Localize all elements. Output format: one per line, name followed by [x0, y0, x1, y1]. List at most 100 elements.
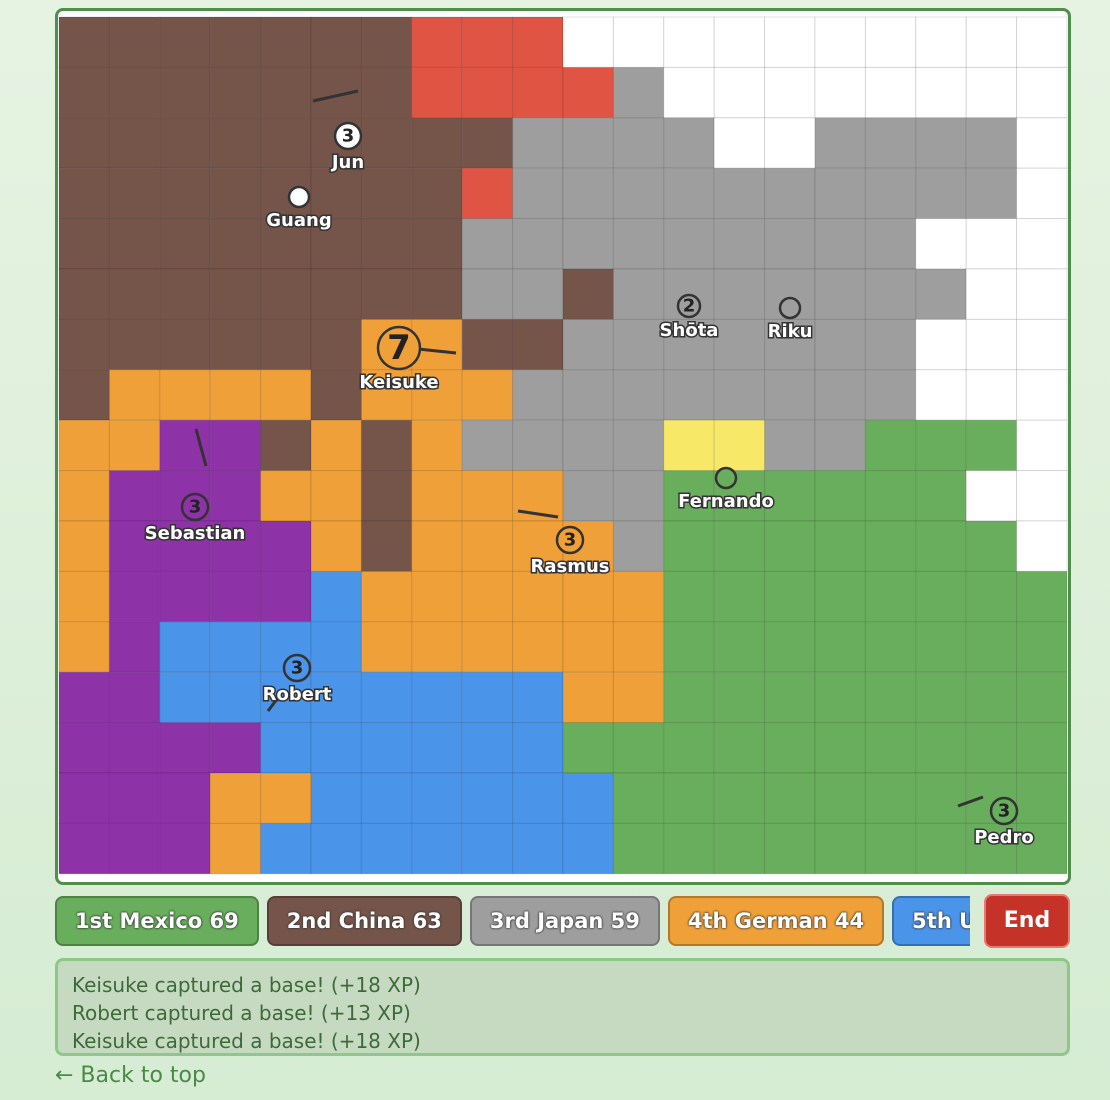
territory-cell [764, 722, 816, 774]
territory-cell [461, 772, 514, 824]
territory-cell [864, 470, 917, 522]
territory-cell [461, 722, 514, 774]
territory-cell [209, 16, 262, 68]
territory-cell [461, 167, 514, 220]
territory-cell [411, 772, 463, 824]
territory-cell [159, 318, 211, 371]
territory-cell [663, 369, 715, 421]
territory-cell [814, 772, 866, 824]
territory-cell [1016, 167, 1068, 220]
territory-cell [411, 520, 463, 572]
territory-cell [58, 66, 110, 119]
territory-cell [108, 369, 161, 421]
territory-cell [461, 570, 514, 623]
territory-cell [512, 722, 564, 774]
territory-cell [512, 621, 564, 673]
territory-cell [310, 16, 362, 68]
weapon-icon [312, 89, 359, 103]
territory-cell [411, 570, 463, 623]
territory-cell [108, 218, 161, 270]
territory-cell [58, 822, 110, 875]
territory-cell [461, 671, 514, 724]
territory-cell [864, 117, 917, 169]
end-button[interactable]: End [984, 894, 1070, 948]
territory-cell [713, 16, 766, 68]
territory-cell [663, 419, 715, 472]
territory-cell [1016, 772, 1068, 824]
territory-cell [612, 318, 665, 371]
territory-cell [965, 318, 1018, 371]
territory-cell [310, 621, 362, 673]
territory-cell [663, 621, 715, 673]
territory-cell [764, 570, 816, 623]
territory-cell [209, 570, 262, 623]
territory-cell [562, 419, 614, 472]
territory-cell [411, 66, 463, 119]
territory-cell [612, 772, 665, 824]
territory-cell [713, 570, 766, 623]
territory-cell [58, 318, 110, 371]
territory-cell [108, 470, 161, 522]
territory-cell [159, 218, 211, 270]
territory-cell [713, 520, 766, 572]
territory-cell [612, 218, 665, 270]
player-name: Fernando [678, 491, 774, 512]
territory-cell [1016, 268, 1068, 320]
territory-cell [512, 167, 564, 220]
territory-cell [915, 772, 967, 824]
territory-cell [612, 66, 665, 119]
territory-cell [209, 822, 262, 875]
territory-cell [360, 16, 413, 68]
territory-cell [612, 621, 665, 673]
territory-cell [663, 722, 715, 774]
territory-cell [58, 470, 110, 522]
territory-cell [310, 822, 362, 875]
back-link[interactable]: ← Back to top [55, 1063, 206, 1088]
weapon-icon [266, 690, 285, 712]
territory-cell [965, 218, 1018, 270]
territory-cell [108, 722, 161, 774]
territory-cell [310, 772, 362, 824]
territory-cell [814, 419, 866, 472]
game-board: 3 Jun Guang 7 Keisuke 2 Shōta Riku 3 Sebastian Fer… [55, 8, 1071, 885]
territory-cell [461, 369, 514, 421]
territory-cell [108, 822, 161, 875]
territory-cell [814, 722, 866, 774]
player-name: Robert [263, 684, 332, 705]
territory-cell [663, 570, 715, 623]
territory-cell [108, 570, 161, 623]
territory-cell [713, 268, 766, 320]
territory-cell [562, 772, 614, 824]
territory-cell [58, 570, 110, 623]
territory-cell [713, 318, 766, 371]
territory-cell [360, 419, 413, 472]
player-name: Jun [330, 152, 364, 173]
player-name: Riku [768, 321, 813, 342]
territory-cell [764, 66, 816, 119]
territory-cell [159, 16, 211, 68]
territory-cell [260, 16, 312, 68]
territory-cell [612, 470, 665, 522]
player-level: 3 [291, 658, 304, 679]
territory-cell [512, 268, 564, 320]
log-entry: Keisuke captured a base! (+18 XP) [72, 1029, 421, 1053]
territory-cell [108, 318, 161, 371]
territory-cell [713, 117, 766, 169]
territory-cell [310, 268, 362, 320]
territory-cell [461, 16, 514, 68]
territory-cell [612, 369, 665, 421]
territory-cell [260, 470, 312, 522]
territory-cell [864, 822, 917, 875]
weapon-icon [194, 428, 208, 467]
territory-cell [461, 520, 514, 572]
territory-cell [915, 117, 967, 169]
territory-cell [310, 570, 362, 623]
player-marker [555, 525, 585, 555]
territory-cell [864, 369, 917, 421]
territory-cell [965, 621, 1018, 673]
territory-cell [713, 722, 766, 774]
territory-cell [260, 66, 312, 119]
territory-cell [764, 419, 816, 472]
territory-cell [310, 419, 362, 472]
